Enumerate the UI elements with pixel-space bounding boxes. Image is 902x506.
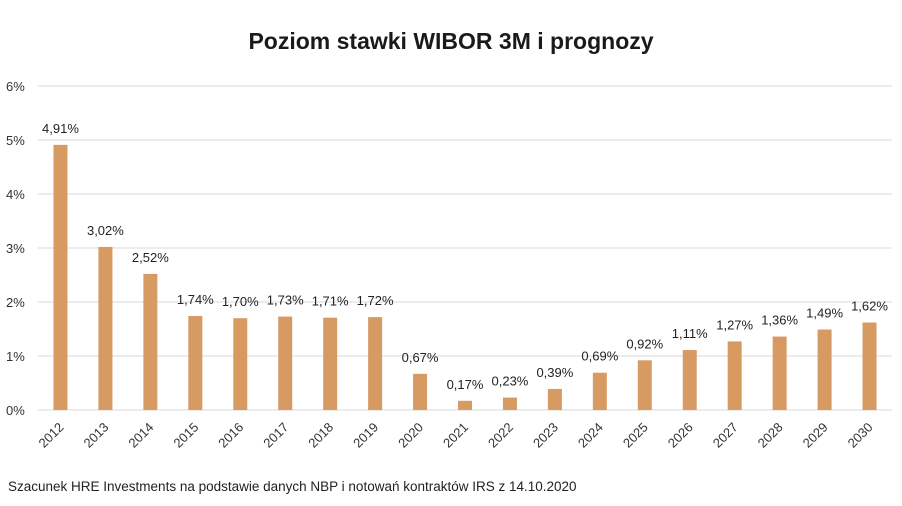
- chart-title: Poziom stawki WIBOR 3M i prognozy: [248, 28, 654, 54]
- y-tick-label: 4%: [6, 187, 25, 202]
- data-label: 2,52%: [132, 250, 169, 265]
- bar: [368, 317, 383, 410]
- data-label: 1,70%: [222, 294, 259, 309]
- bar: [143, 273, 158, 410]
- x-tick-label: 2015: [170, 420, 201, 451]
- bar: [413, 373, 428, 410]
- x-tick-label: 2025: [620, 420, 651, 451]
- bar: [53, 144, 68, 411]
- bar: [727, 341, 742, 410]
- data-label: 1,72%: [357, 293, 394, 308]
- x-tick-label: 2021: [440, 420, 471, 451]
- data-label: 1,71%: [312, 294, 349, 309]
- bar: [682, 350, 697, 410]
- data-label: 0,39%: [536, 365, 573, 380]
- data-label: 3,02%: [87, 223, 124, 238]
- x-tick-label: 2020: [395, 420, 426, 451]
- bar: [323, 317, 338, 410]
- x-tick-label: 2016: [215, 420, 246, 451]
- bar: [637, 360, 652, 410]
- x-tick-label: 2023: [530, 420, 561, 451]
- data-label: 1,36%: [761, 313, 798, 328]
- data-label: 0,69%: [581, 349, 618, 364]
- y-tick-label: 1%: [6, 349, 25, 364]
- x-tick-label: 2017: [260, 420, 291, 451]
- x-tick-label: 2013: [80, 420, 111, 451]
- bar: [862, 322, 877, 410]
- bar: [592, 372, 607, 410]
- bar: [547, 388, 562, 410]
- data-label: 1,62%: [851, 299, 888, 314]
- bar: [817, 329, 832, 410]
- data-label: 1,74%: [177, 292, 214, 307]
- x-tick-label: 2026: [665, 420, 696, 451]
- x-tick-label: 2024: [575, 420, 606, 451]
- x-tick-label: 2019: [350, 420, 381, 451]
- bar: [772, 336, 787, 410]
- x-tick-label: 2018: [305, 420, 336, 451]
- bar: [233, 318, 248, 410]
- data-label: 0,17%: [447, 377, 484, 392]
- data-label: 1,27%: [716, 317, 753, 332]
- data-label: 1,73%: [267, 293, 304, 308]
- y-tick-label: 6%: [6, 79, 25, 94]
- x-tick-label: 2027: [710, 420, 741, 451]
- data-label: 1,11%: [672, 326, 708, 341]
- data-label: 1,49%: [806, 306, 843, 321]
- data-label: 4,91%: [42, 121, 79, 136]
- x-tick-label: 2029: [800, 420, 831, 451]
- bar: [278, 316, 293, 410]
- x-tick-label: 2012: [36, 420, 67, 451]
- y-tick-label: 5%: [6, 133, 25, 148]
- y-tick-label: 2%: [6, 295, 25, 310]
- x-tick-label: 2022: [485, 420, 516, 451]
- data-label: 0,92%: [626, 336, 663, 351]
- bar: [502, 397, 517, 410]
- data-label: 0,23%: [492, 374, 529, 389]
- y-tick-label: 0%: [6, 403, 25, 418]
- x-tick-label: 2028: [755, 420, 786, 451]
- x-tick-label: 2014: [125, 420, 156, 451]
- x-tick-label: 2030: [845, 420, 876, 451]
- y-tick-label: 3%: [6, 241, 25, 256]
- chart-footnote: Szacunek HRE Investments na podstawie da…: [8, 479, 577, 494]
- data-label: 0,67%: [402, 350, 439, 365]
- bar: [188, 316, 203, 410]
- bar: [458, 400, 472, 410]
- bar: [98, 246, 113, 410]
